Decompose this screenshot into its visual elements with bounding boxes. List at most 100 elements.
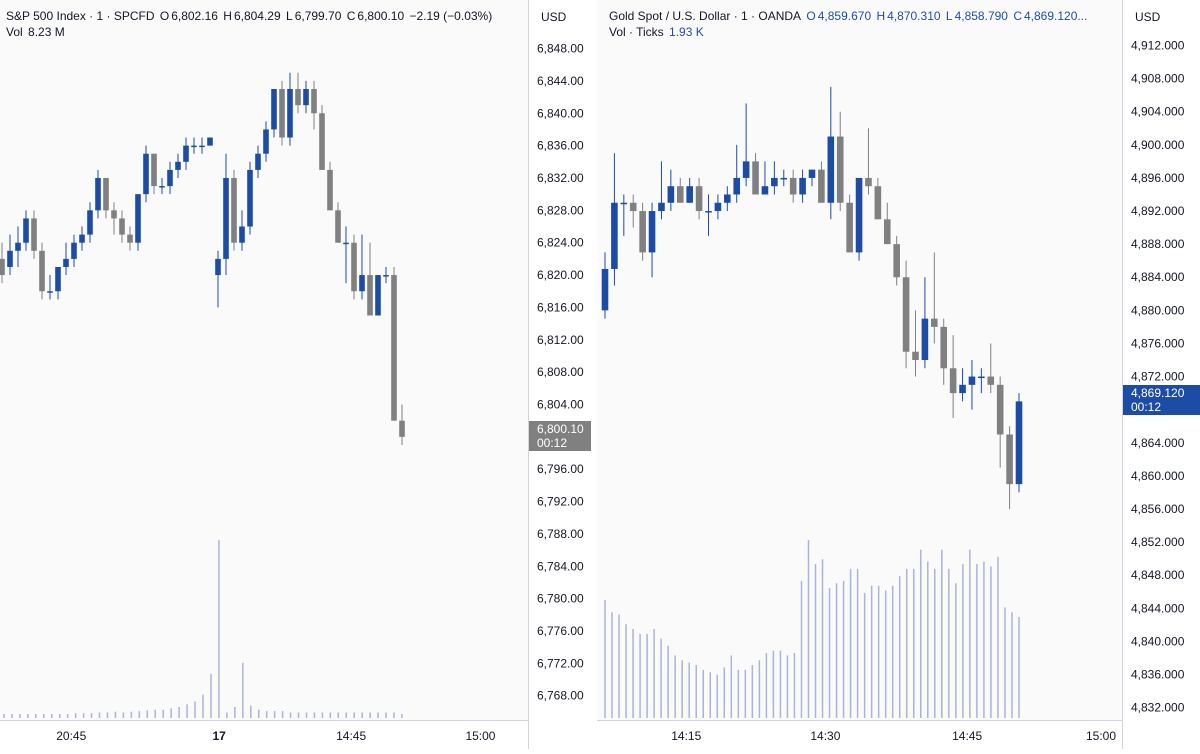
symbol-title: Gold Spot / U.S. Dollar · 1 · OANDA: [609, 9, 802, 23]
volume-value: 1.93 K: [669, 25, 704, 39]
y-tick-label: 4,896.000: [1131, 171, 1185, 185]
y-tick-label: 6,796.00: [537, 462, 584, 476]
candle: [215, 250, 221, 308]
candle-body: [63, 258, 69, 267]
candle-body: [15, 242, 21, 251]
price-axis[interactable]: 4,912.000 4,908.000 4,904.000 4,900.000 4,89…: [1122, 0, 1200, 749]
symbol-title: S&P 500 Index · 1 · SPCFD: [6, 9, 155, 23]
candle-body: [827, 136, 835, 203]
last-price: 6,800.10: [537, 422, 584, 437]
y-tick-label: 4,832.000: [1131, 701, 1185, 715]
candle-body: [883, 219, 891, 245]
candle: [601, 252, 609, 319]
candle-body: [987, 376, 995, 385]
candle-body: [902, 277, 910, 352]
candle: [1006, 426, 1013, 509]
y-tick-label: 4,888.000: [1131, 237, 1185, 251]
open-value: 6,802.16: [171, 9, 218, 23]
candle-body: [335, 210, 341, 243]
candle: [846, 194, 853, 253]
time-axis[interactable]: 14:15 14:30 14:45 15:00: [597, 720, 1122, 750]
candle: [827, 86, 835, 220]
currency-label[interactable]: USD: [1135, 10, 1161, 24]
candlestick-chart-sp500[interactable]: [0, 0, 528, 720]
x-tick-label: 17: [212, 729, 226, 743]
candle: [733, 144, 741, 203]
candle: [949, 335, 957, 418]
candle-body: [780, 177, 788, 180]
y-tick-label: 4,836.000: [1131, 667, 1185, 681]
candle: [705, 194, 712, 236]
candle: [31, 210, 37, 259]
candle-body: [742, 161, 750, 178]
candle-body: [111, 210, 117, 219]
candle-body: [789, 177, 797, 195]
candle: [959, 368, 966, 402]
y-tick-label: 6,768.00: [537, 689, 584, 703]
y-tick-label: 6,792.00: [537, 495, 584, 509]
candle: [742, 103, 750, 187]
candle-body: [940, 326, 948, 369]
candle: [223, 153, 229, 276]
candle-body: [949, 368, 957, 394]
y-tick-label: 4,876.000: [1131, 336, 1185, 350]
candle: [295, 72, 301, 114]
candle-body: [752, 161, 759, 195]
candle-body: [143, 153, 149, 195]
y-tick-label: 6,780.00: [537, 592, 584, 606]
candle-body: [629, 202, 637, 212]
candlestick-chart-gold[interactable]: [597, 0, 1122, 720]
bar-countdown: 00:12: [537, 436, 568, 451]
y-tick-label: 4,844.000: [1131, 601, 1185, 615]
close-value: 6,800.10: [357, 9, 405, 23]
candle: [175, 153, 181, 178]
x-tick-label: 14:15: [671, 729, 701, 743]
ohlc-row: Gold Spot / U.S. Dollar · 1 · OANDA O 4,8…: [609, 8, 1089, 24]
candle: [207, 137, 213, 146]
candle-body: [47, 291, 53, 293]
candle: [71, 234, 77, 267]
candle: [375, 275, 381, 316]
candle: [151, 153, 157, 195]
candle: [351, 234, 357, 300]
candle: [714, 194, 722, 220]
candle-body: [799, 177, 806, 195]
candle: [752, 153, 759, 195]
candle-body: [865, 177, 872, 187]
candle: [119, 210, 125, 243]
candle-body: [874, 186, 882, 220]
candle: [978, 368, 985, 394]
plot-area[interactable]: [597, 0, 1122, 720]
candle-body: [79, 234, 85, 243]
candle: [311, 80, 317, 130]
candle: [263, 121, 269, 162]
y-tick-label: 4,908.000: [1131, 72, 1185, 86]
candle: [367, 242, 373, 316]
price-axis[interactable]: 6,848.00 6,844.00 6,840.00 6,836.00 6,832.00…: [528, 0, 598, 749]
legend-sp500: S&P 500 Index · 1 · SPCFD O 6,802.16 H 6,8…: [6, 8, 494, 40]
high-value: 4,870.310: [887, 9, 941, 23]
candle-body: [391, 275, 397, 421]
currency-label[interactable]: USD: [541, 10, 567, 24]
y-tick-label: 6,836.00: [537, 139, 584, 153]
candle: [931, 252, 938, 344]
candle-body: [71, 242, 77, 259]
candle: [883, 202, 891, 245]
open-value: 4,859.670: [817, 9, 872, 23]
candle-body: [912, 351, 919, 360]
plot-area[interactable]: [0, 0, 528, 720]
x-tick-label: 14:45: [336, 729, 366, 743]
candle-body: [761, 186, 769, 195]
candle: [183, 137, 189, 170]
candle: [383, 266, 389, 284]
time-axis-labels: 14:15 14:30 14:45 15:00: [671, 729, 1116, 743]
candle: [921, 277, 929, 369]
candle-body: [931, 318, 938, 327]
y-tick-label: 6,788.00: [537, 527, 584, 541]
time-axis[interactable]: 20:45 17 14:45 15:00: [0, 720, 528, 750]
chart-pane-sp500[interactable]: S&P 500 Index · 1 · SPCFD O 6,802.16 H 6,8…: [0, 0, 598, 750]
chart-pane-gold[interactable]: Gold Spot / U.S. Dollar · 1 · OANDA O 4,8…: [597, 0, 1200, 750]
y-tick-label: 4,892.000: [1131, 204, 1185, 218]
volume-value: 8.23 M: [28, 25, 65, 39]
candle: [940, 318, 948, 385]
